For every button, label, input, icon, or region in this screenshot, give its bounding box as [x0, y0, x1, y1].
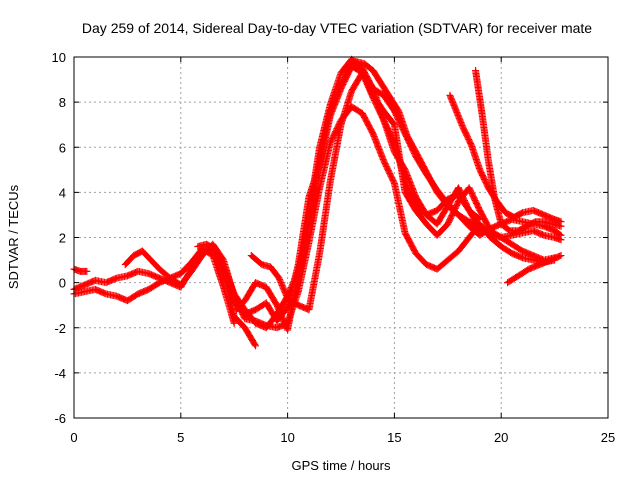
x-axis-label: GPS time / hours [292, 458, 391, 473]
y-tick-label: -2 [54, 321, 66, 336]
data-points [70, 55, 565, 350]
data-point [251, 341, 259, 349]
x-tick-label: 20 [494, 430, 508, 445]
x-tick-label: 10 [280, 430, 294, 445]
data-point [83, 267, 91, 275]
x-tick-label: 5 [177, 430, 184, 445]
y-tick-label: 8 [59, 95, 66, 110]
y-tick-label: 10 [52, 50, 66, 65]
y-tick-label: -6 [54, 411, 66, 426]
y-tick-label: 2 [59, 231, 66, 246]
x-tick-label: 25 [601, 430, 615, 445]
y-tick-label: -4 [54, 366, 66, 381]
x-tick-label: 0 [70, 430, 77, 445]
y-axis-label: SDTVAR / TECUs [6, 184, 21, 289]
series-trace-2 [70, 245, 238, 327]
x-tick-label: 15 [387, 430, 401, 445]
data-point [390, 178, 398, 186]
data-point [230, 319, 238, 327]
chart-title: Day 259 of 2014, Sidereal Day-to-day VTE… [82, 20, 592, 36]
data-point [252, 342, 260, 350]
y-tick-label: 6 [59, 140, 66, 155]
y-tick-label: 0 [59, 276, 66, 291]
y-tick-label: 4 [59, 185, 66, 200]
